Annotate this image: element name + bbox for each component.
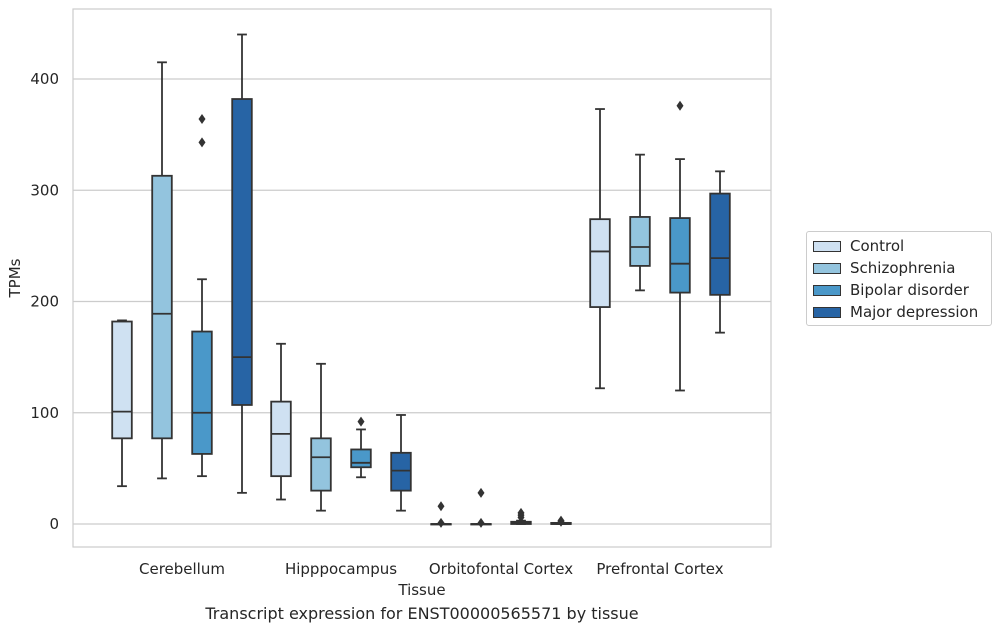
box-2-0	[191, 114, 213, 478]
box-1-0	[151, 61, 173, 480]
legend-label-major-depression: Major depression	[850, 303, 979, 321]
x-tick-label-0: Cerebellum	[139, 560, 225, 578]
legend-label-control: Control	[850, 237, 905, 255]
legend-label-bipolar-disorder: Bipolar disorder	[850, 281, 969, 299]
x-axis-label: Tissue	[397, 581, 445, 599]
plot-frame	[72, 8, 772, 548]
box-body	[270, 400, 292, 478]
box-0-3	[589, 108, 611, 390]
box-0-0	[111, 319, 133, 488]
box-2-1	[350, 416, 372, 479]
box-3-1	[390, 414, 412, 512]
y-tick-label-0: 0	[49, 515, 59, 533]
box-body	[191, 330, 213, 455]
box-body	[111, 320, 133, 440]
outlier-1	[477, 487, 485, 498]
x-tick-label-1: Hipppocampus	[285, 560, 397, 578]
legend-item-schizophrenia: Schizophrenia	[813, 258, 955, 278]
outlier-2	[517, 507, 525, 518]
tick-labels: 0 100 200 300 400 Cerebellum Hipppocampus Orbit…	[30, 70, 723, 578]
box-2-3	[669, 100, 691, 392]
outlier-0	[437, 517, 445, 528]
box-body	[709, 192, 731, 296]
outlier-1	[437, 501, 445, 512]
box-body	[350, 448, 372, 469]
chart-caption: Transcript expression for ENST0000056557…	[205, 604, 639, 623]
y-tick-label-400: 400	[30, 70, 59, 88]
outlier-1	[198, 114, 206, 125]
y-axis-label: TPMs	[6, 258, 24, 298]
gridlines	[73, 78, 771, 525]
box-body	[589, 218, 611, 308]
box-2-2	[510, 507, 532, 525]
box-body	[390, 451, 412, 492]
x-tick-label-3: Prefrontal Cortex	[596, 560, 723, 578]
outlier-0	[676, 100, 684, 111]
box-1-1	[310, 362, 332, 512]
box-3-0	[231, 33, 253, 494]
box-1-3	[629, 153, 651, 292]
legend-swatch-schizophrenia	[813, 262, 841, 274]
outlier-1	[557, 515, 565, 526]
legend-swatch-bipolar-disorder	[813, 284, 841, 296]
y-tick-label-200: 200	[30, 293, 59, 311]
boxes	[111, 33, 731, 528]
outlier-0	[357, 416, 365, 427]
box-body	[629, 216, 651, 267]
outlier-0	[477, 517, 485, 528]
legend-swatch-major-depression	[813, 306, 841, 318]
box-1-2	[470, 487, 492, 528]
legend-item-bipolar-disorder: Bipolar disorder	[813, 280, 969, 300]
legend-item-control: Control	[813, 236, 904, 256]
y-tick-label-300: 300	[30, 181, 59, 199]
box-0-1	[270, 342, 292, 501]
box-0-2	[430, 501, 452, 528]
legend-swatch-control	[813, 240, 841, 252]
box-body	[231, 98, 253, 406]
outlier-0	[198, 137, 206, 148]
legend-label-schizophrenia: Schizophrenia	[850, 259, 956, 277]
box-body	[310, 437, 332, 492]
legend: Control Schizophrenia Bipolar disorder M…	[806, 231, 992, 326]
y-tick-label-100: 100	[30, 404, 59, 422]
box-body	[669, 217, 691, 294]
box-3-3	[709, 170, 731, 334]
legend-item-major-depression: Major depression	[813, 302, 978, 322]
x-tick-label-2: Orbitofontal Cortex	[429, 560, 573, 578]
box-3-2	[550, 515, 572, 527]
box-body	[151, 174, 173, 440]
